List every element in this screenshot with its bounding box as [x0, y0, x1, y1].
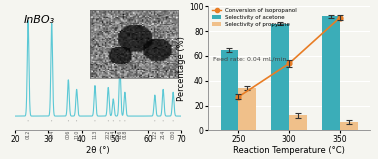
Bar [221, 50, 239, 130]
Text: 113: 113 [93, 129, 98, 139]
Text: 122: 122 [152, 129, 157, 139]
Text: 012: 012 [26, 129, 31, 139]
Text: 104: 104 [49, 129, 54, 139]
Bar [239, 88, 256, 130]
Legend: Conversion of isopropanol, Selectivity of acetone, Selectivity of propylene: Conversion of isopropanol, Selectivity o… [211, 7, 299, 28]
Text: 116: 116 [118, 129, 122, 139]
Bar [322, 16, 340, 130]
X-axis label: Reaction Temperature (°C): Reaction Temperature (°C) [233, 146, 345, 155]
Text: 006: 006 [66, 129, 71, 139]
Text: 110: 110 [74, 129, 79, 139]
Bar [289, 115, 307, 130]
X-axis label: 2θ (°): 2θ (°) [87, 146, 110, 155]
Text: 018: 018 [122, 129, 127, 139]
Text: InBO₃: InBO₃ [23, 15, 54, 25]
Bar [340, 122, 358, 130]
Text: Feed rate: 0.04 mL/min: Feed rate: 0.04 mL/min [213, 57, 286, 62]
Text: 030: 030 [170, 129, 176, 139]
Y-axis label: Percentage (%): Percentage (%) [177, 36, 186, 101]
Bar [271, 24, 289, 130]
Text: 024: 024 [111, 129, 116, 139]
Text: 202: 202 [106, 129, 111, 139]
Text: 214: 214 [161, 129, 166, 139]
